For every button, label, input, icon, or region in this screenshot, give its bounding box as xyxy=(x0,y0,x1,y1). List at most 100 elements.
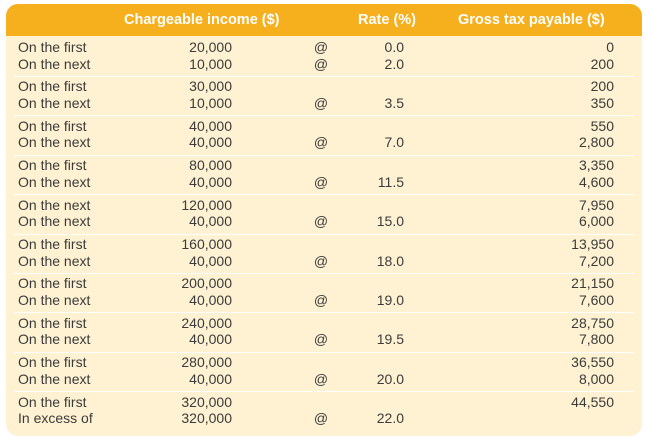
gross-tax-value: 200 xyxy=(590,55,614,72)
row-label: On the next xyxy=(18,213,91,230)
rate-value: 22.0 xyxy=(376,410,404,427)
chargeable-income-value: 320,000 xyxy=(181,393,232,410)
at-symbol: @ xyxy=(313,213,329,230)
chargeable-income-value: 30,000 xyxy=(189,78,232,95)
table-row: On the first 280,000 36,550 On the next 40,0… xyxy=(6,353,642,392)
table-row: On the first 40,000 550 On the next 40,000 @7… xyxy=(6,117,642,156)
row-divider xyxy=(14,233,634,235)
row-divider xyxy=(14,351,634,353)
chargeable-income-value: 80,000 xyxy=(189,157,232,174)
table-row: On the first 320,000 44,550 In excess of 320… xyxy=(6,393,642,432)
table-row: On the first 20,000 @0.0 0 On the next 10,000… xyxy=(6,38,642,77)
row-label: On the first xyxy=(18,275,87,292)
rate-value: 18.0 xyxy=(376,252,404,269)
header-chargeable-income: Chargeable income ($) xyxy=(124,12,280,28)
gross-tax-value: 8,000 xyxy=(578,370,614,387)
row-label: On the next xyxy=(18,291,91,308)
row-label: On the next xyxy=(18,55,91,72)
gross-tax-value: 4,600 xyxy=(578,173,614,190)
at-symbol: @ xyxy=(313,39,329,55)
at-symbol: @ xyxy=(313,134,329,151)
at-symbol: @ xyxy=(313,252,329,269)
at-symbol: @ xyxy=(313,55,329,72)
table-row: On the next 120,000 7,950 On the next 40,000… xyxy=(6,196,642,235)
rate-value: 20.0 xyxy=(376,370,404,387)
rate-value: 0.0 xyxy=(384,39,404,55)
row-label: In excess of xyxy=(18,410,93,427)
row-label: On the first xyxy=(18,354,87,371)
chargeable-income-value: 120,000 xyxy=(181,196,232,213)
row-divider xyxy=(14,75,634,77)
at-symbol: @ xyxy=(313,291,329,308)
chargeable-income-value: 40,000 xyxy=(189,134,232,151)
gross-tax-value: 21,150 xyxy=(571,275,614,292)
gross-tax-value: 7,200 xyxy=(578,252,614,269)
tax-rate-table: Chargeable income ($) Rate (%) Gross tax… xyxy=(6,4,642,436)
rate-value: 19.0 xyxy=(376,291,404,308)
gross-tax-value: 2,800 xyxy=(578,134,614,151)
row-label: On the first xyxy=(18,78,87,95)
rate-value: 19.5 xyxy=(376,331,404,348)
chargeable-income-value: 20,000 xyxy=(189,39,232,55)
gross-tax-value: 44,550 xyxy=(571,393,614,410)
at-symbol: @ xyxy=(313,410,329,427)
gross-tax-value: 7,800 xyxy=(578,331,614,348)
table-row: On the first 160,000 13,950 On the next 40,0… xyxy=(6,235,642,274)
chargeable-income-value: 40,000 xyxy=(189,117,232,134)
rate-value: 11.5 xyxy=(377,173,404,190)
row-label: On the next xyxy=(18,196,91,213)
row-label: On the first xyxy=(18,236,87,252)
at-symbol: @ xyxy=(313,94,329,111)
row-label: On the next xyxy=(18,94,91,111)
gross-tax-value: 13,950 xyxy=(571,236,614,252)
row-label: On the next xyxy=(18,252,91,269)
row-label: On the next xyxy=(18,370,91,387)
at-symbol: @ xyxy=(313,370,329,387)
row-divider xyxy=(14,272,634,274)
chargeable-income-value: 40,000 xyxy=(189,331,232,348)
row-divider xyxy=(14,115,634,117)
chargeable-income-value: 240,000 xyxy=(181,314,232,331)
chargeable-income-value: 40,000 xyxy=(189,252,232,269)
chargeable-income-value: 40,000 xyxy=(189,173,232,190)
header-gross-tax-payable: Gross tax payable ($) xyxy=(458,12,605,28)
header-rate: Rate (%) xyxy=(358,12,417,28)
row-label: On the first xyxy=(18,314,87,331)
row-label: On the first xyxy=(18,393,87,410)
table-row: On the first 240,000 28,750 On the next 40,0… xyxy=(6,314,642,353)
row-label: On the next xyxy=(18,134,91,151)
rate-value: 15.0 xyxy=(376,213,404,230)
rate-value: 2.0 xyxy=(384,55,404,72)
gross-tax-value: 200 xyxy=(590,78,614,95)
gross-tax-value: 7,600 xyxy=(578,291,614,308)
row-label: On the first xyxy=(18,117,87,134)
chargeable-income-value: 160,000 xyxy=(181,236,232,252)
gross-tax-value: 350 xyxy=(590,94,614,111)
chargeable-income-value: 280,000 xyxy=(181,354,232,371)
row-divider xyxy=(14,154,634,156)
row-label: On the next xyxy=(18,331,91,348)
rate-value: 7.0 xyxy=(384,134,404,151)
row-divider xyxy=(14,194,634,196)
row-divider xyxy=(14,312,634,314)
table-row: On the first 30,000 200 On the next 10,000 @3… xyxy=(6,77,642,116)
row-divider xyxy=(14,391,634,393)
chargeable-income-value: 40,000 xyxy=(189,213,232,230)
row-label: On the next xyxy=(18,173,91,190)
chargeable-income-value: 10,000 xyxy=(189,55,232,72)
at-symbol: @ xyxy=(313,331,329,348)
chargeable-income-value: 200,000 xyxy=(181,275,232,292)
table-row: On the first 200,000 21,150 On the next 40,0… xyxy=(6,274,642,313)
table-row: On the first 80,000 3,350 On the next 40,000… xyxy=(6,156,642,195)
rate-value: 3.5 xyxy=(384,94,404,111)
chargeable-income-value: 40,000 xyxy=(189,291,232,308)
gross-tax-value: 6,000 xyxy=(578,213,614,230)
gross-tax-value: 28,750 xyxy=(571,314,614,331)
gross-tax-value: 3,350 xyxy=(578,157,614,174)
gross-tax-value: 550 xyxy=(590,117,614,134)
table-header: Chargeable income ($) Rate (%) Gross tax… xyxy=(6,4,642,36)
gross-tax-value: 36,550 xyxy=(571,354,614,371)
chargeable-income-value: 320,000 xyxy=(181,410,232,427)
chargeable-income-value: 40,000 xyxy=(189,370,232,387)
at-symbol: @ xyxy=(313,173,329,190)
